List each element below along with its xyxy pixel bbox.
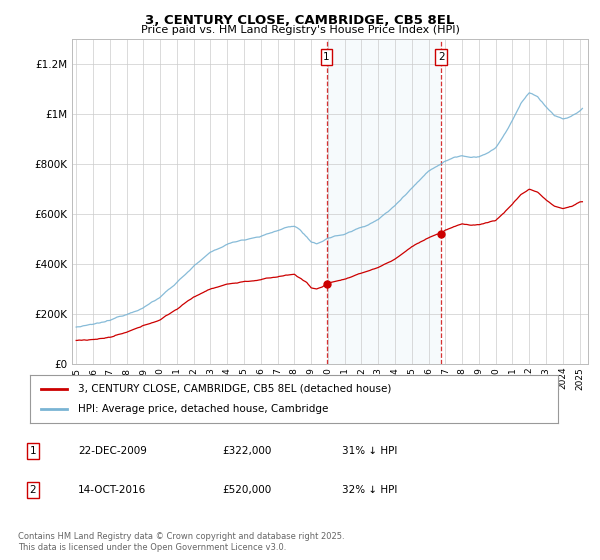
Text: £520,000: £520,000: [222, 485, 271, 495]
Bar: [326, 39, 441, 364]
Text: Contains HM Land Registry data © Crown copyright and database right 2025.
This d: Contains HM Land Registry data © Crown c…: [18, 532, 344, 552]
Text: 2: 2: [438, 52, 445, 62]
Text: 1: 1: [323, 52, 330, 62]
Text: 2: 2: [29, 485, 37, 495]
Text: 3, CENTURY CLOSE, CAMBRIDGE, CB5 8EL: 3, CENTURY CLOSE, CAMBRIDGE, CB5 8EL: [145, 14, 455, 27]
Text: 14-OCT-2016: 14-OCT-2016: [78, 485, 146, 495]
Text: 32% ↓ HPI: 32% ↓ HPI: [342, 485, 397, 495]
Text: HPI: Average price, detached house, Cambridge: HPI: Average price, detached house, Camb…: [77, 404, 328, 414]
Text: 3, CENTURY CLOSE, CAMBRIDGE, CB5 8EL (detached house): 3, CENTURY CLOSE, CAMBRIDGE, CB5 8EL (de…: [77, 384, 391, 394]
Text: 31% ↓ HPI: 31% ↓ HPI: [342, 446, 397, 456]
Text: 1: 1: [29, 446, 37, 456]
Text: Price paid vs. HM Land Registry's House Price Index (HPI): Price paid vs. HM Land Registry's House …: [140, 25, 460, 35]
Text: 22-DEC-2009: 22-DEC-2009: [78, 446, 147, 456]
Text: £322,000: £322,000: [222, 446, 271, 456]
